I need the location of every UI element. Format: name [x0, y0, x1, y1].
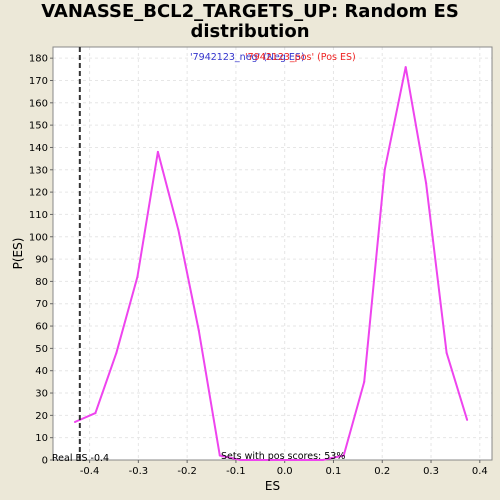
data-point-0-19	[466, 418, 469, 421]
y-tick-label-16: 160	[29, 98, 48, 109]
data-point-0-6	[197, 329, 200, 332]
x-tick-label-5: 0.1	[326, 466, 342, 477]
data-point-0-0	[73, 421, 76, 424]
legend-pos-entry: '7942123_pos' (Pos ES)	[245, 52, 356, 63]
data-point-0-5	[177, 229, 180, 232]
data-point-0-1	[94, 412, 97, 415]
data-point-0-16	[404, 66, 407, 69]
chart-title-line1: VANASSE_BCL2_TARGETS_UP: Random ES	[41, 1, 459, 22]
y-tick-label-8: 80	[35, 277, 48, 288]
x-tick-label-6: 0.2	[374, 466, 390, 477]
x-tick-label-7: 0.3	[423, 466, 439, 477]
plot-area	[53, 47, 492, 460]
x-tick-label-8: 0.4	[472, 466, 488, 477]
data-point-0-9	[259, 459, 262, 461]
chart-title-line2: distribution	[190, 21, 310, 42]
data-point-0-2	[115, 351, 118, 354]
legend-neg-entry: '7942123_neg' (Neg ES)	[190, 52, 305, 63]
data-point-0-18	[445, 351, 448, 354]
data-point-0-14	[363, 380, 366, 383]
chart-title: VANASSE_BCL2_TARGETS_UP: Random ES distr…	[0, 2, 500, 42]
data-point-0-17	[425, 182, 428, 185]
y-tick-label-2: 20	[35, 411, 48, 422]
data-point-0-3	[136, 275, 139, 278]
y-tick-label-9: 90	[35, 255, 48, 266]
y-tick-label-15: 150	[29, 121, 48, 132]
y-tick-label-1: 10	[35, 433, 48, 444]
x-tick-label-4: 0.0	[277, 466, 293, 477]
data-point-0-11	[301, 459, 304, 461]
y-tick-label-11: 110	[29, 210, 48, 221]
y-tick-label-0: 0	[42, 456, 48, 467]
data-point-0-10	[280, 459, 283, 461]
y-tick-label-5: 50	[35, 344, 48, 355]
x-tick-label-2: -0.2	[177, 466, 197, 477]
y-tick-label-18: 180	[29, 54, 48, 65]
y-tick-label-3: 30	[35, 389, 48, 400]
data-point-0-4	[156, 150, 159, 153]
y-tick-label-4: 40	[35, 366, 48, 377]
y-tick-label-13: 130	[29, 165, 48, 176]
x-tick-label-3: -0.1	[226, 466, 246, 477]
y-axis-label: P(ES)	[11, 238, 25, 270]
x-tick-label-0: -0.4	[80, 466, 100, 477]
y-tick-label-6: 60	[35, 322, 48, 333]
y-tick-label-17: 170	[29, 76, 48, 87]
data-point-0-7	[218, 454, 221, 457]
y-tick-label-7: 70	[35, 299, 48, 310]
data-point-0-15	[383, 168, 386, 171]
real-es-label: Real ES -0.4	[52, 453, 109, 464]
data-point-0-13	[342, 454, 345, 457]
data-point-0-8	[239, 459, 242, 461]
pos-scores-label: Sets with pos scores: 53%	[221, 451, 345, 462]
data-point-0-12	[321, 459, 324, 461]
y-tick-label-14: 140	[29, 143, 48, 154]
x-tick-label-1: -0.3	[129, 466, 149, 477]
y-tick-label-10: 100	[29, 232, 48, 243]
x-axis-label: ES	[265, 479, 280, 493]
series-line-0	[74, 66, 469, 461]
y-tick-label-12: 120	[29, 188, 48, 199]
